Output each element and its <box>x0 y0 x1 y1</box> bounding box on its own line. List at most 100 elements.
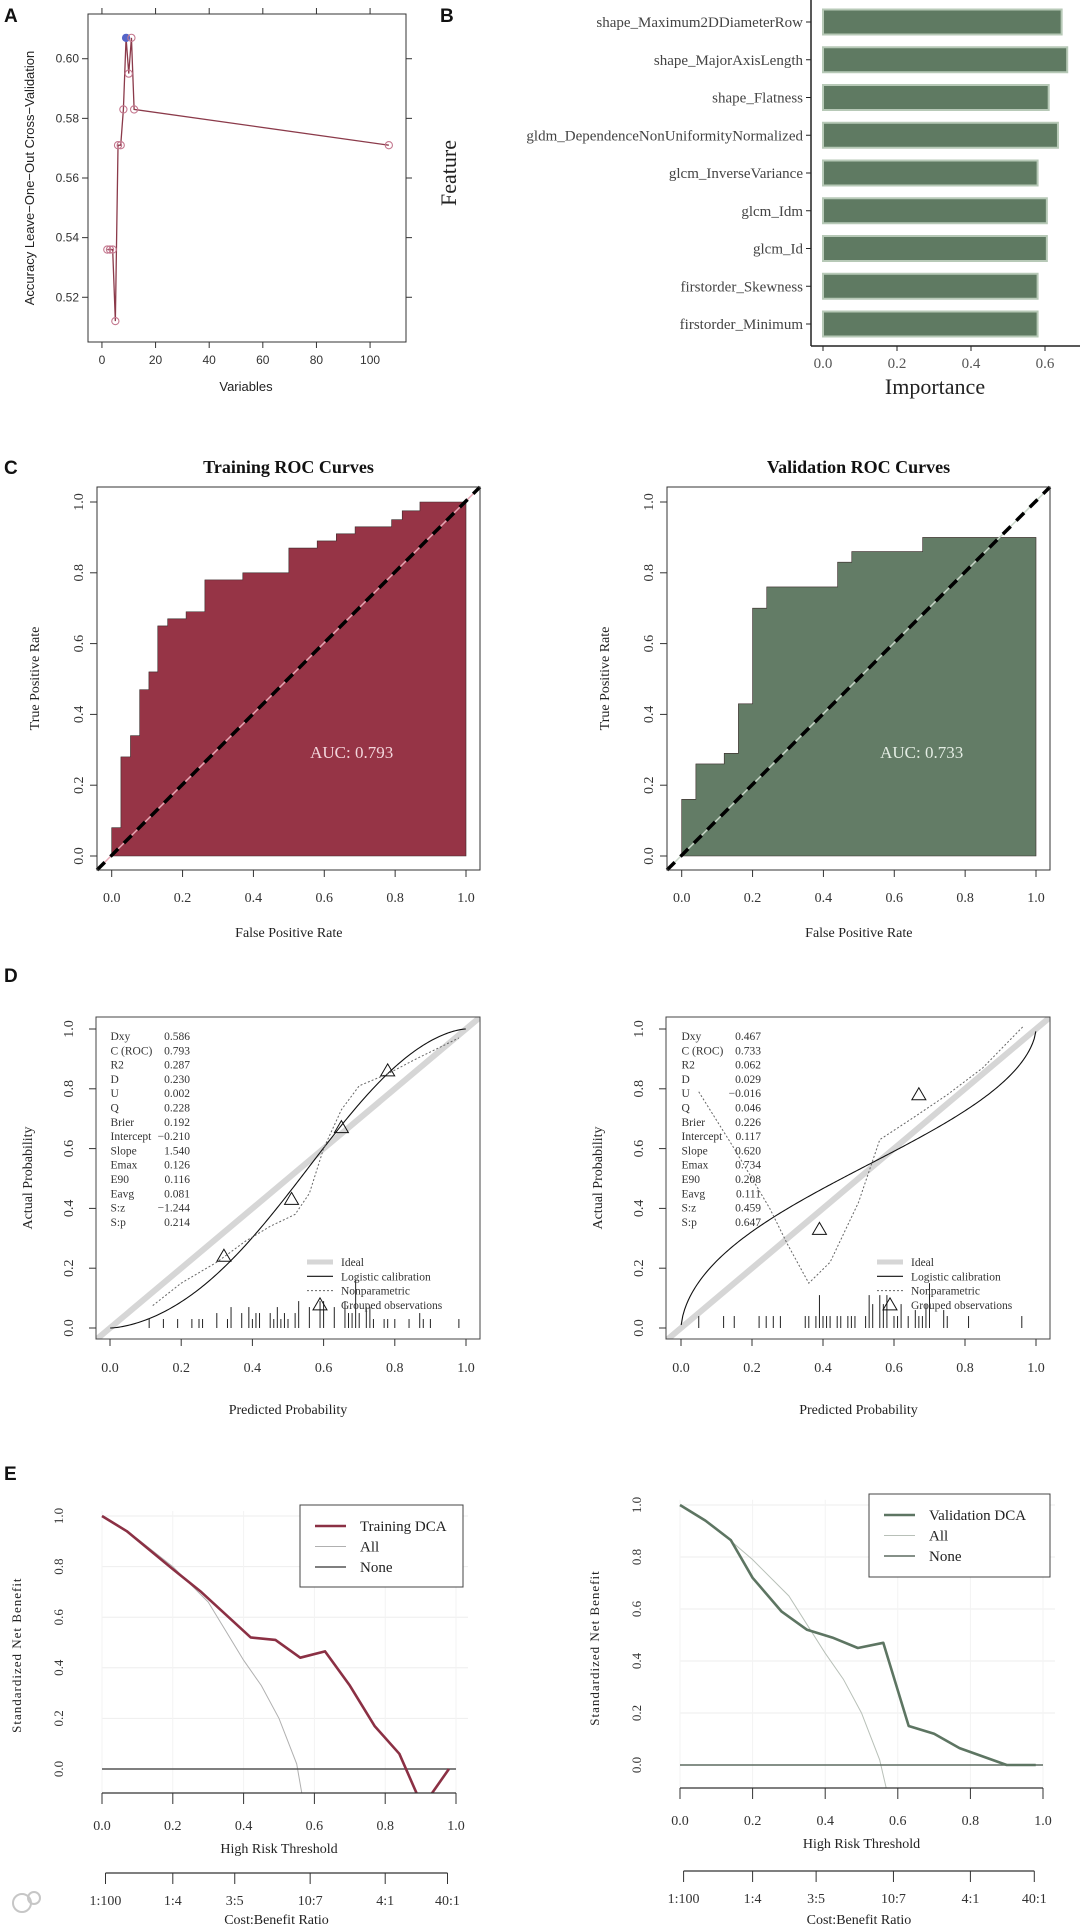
data-point <box>119 105 128 114</box>
y-axis-label: Actual Probability <box>21 1126 36 1229</box>
x-tick-label: 0.2 <box>744 1814 762 1829</box>
legend-label: All <box>360 1540 379 1556</box>
y-tick-label: 0.4 <box>72 706 87 724</box>
legend-label: Grouped observations <box>341 1300 443 1312</box>
x-tick-label: 60 <box>256 353 270 367</box>
y-tick-label: 0.2 <box>632 1259 647 1277</box>
legend-label: Logistic calibration <box>341 1271 431 1283</box>
y-tick-label: 0.6 <box>62 1140 77 1158</box>
ideal-line <box>96 1017 480 1339</box>
cost-tick-label: 1:100 <box>668 1892 700 1907</box>
x-tick-label: 0.8 <box>956 891 974 906</box>
x-tick-label: 0.8 <box>962 1814 980 1829</box>
legend-label: Nonparametric <box>341 1286 410 1298</box>
data-point <box>384 141 393 150</box>
stat-name: S:p <box>111 1217 127 1229</box>
y-tick-label: 0.8 <box>62 1080 77 1098</box>
legend-label: None <box>929 1549 962 1565</box>
y-tick-label: 1.0 <box>632 1020 647 1038</box>
grouped-observation-triangle <box>882 1296 898 1311</box>
stat-name: Brier <box>682 1117 706 1129</box>
training-dca-chart: 0.0 0.0 0.2 0.2 0.4 0.4 0.6 0.6 0.8 0.8 1.0 1.0 High… <box>9 1504 468 1928</box>
stat-value: 1.540 <box>164 1145 190 1157</box>
nonparametric-curve <box>698 1025 1024 1284</box>
stat-value: 0.081 <box>164 1188 190 1200</box>
grouped-observation-triangle <box>283 1191 300 1205</box>
feature-label: gldm_DependenceNonUniformityNormalized <box>526 128 803 144</box>
x-tick-label: 1.0 <box>457 891 475 906</box>
x-tick-label: 0.8 <box>386 1361 404 1376</box>
stat-value: 0.192 <box>164 1117 190 1129</box>
model-dca-curve <box>101 1514 450 1793</box>
stat-name: S:z <box>682 1203 697 1215</box>
stat-name: S:p <box>682 1217 698 1229</box>
x-axis-label: Importance <box>885 374 985 399</box>
validation-calibration-chart: Dxy 0.467 C (ROC) 0.733 R2 0.062 D 0.029 U −0.016… <box>591 1016 1051 1418</box>
stat-value: 0.226 <box>735 1117 761 1129</box>
y-tick-label: 0.6 <box>51 1609 66 1626</box>
stat-value: 0.228 <box>164 1103 190 1115</box>
stat-value: 0.214 <box>164 1217 190 1229</box>
feature-label: shape_MajorAxisLength <box>654 53 804 69</box>
plot-frame <box>666 486 1051 871</box>
chart-title: Validation ROC Curves <box>767 457 950 477</box>
panel-label-C: C <box>4 458 18 479</box>
importance-bar <box>822 46 1069 74</box>
x-tick-label: 40 <box>203 353 217 367</box>
plot-area <box>679 1503 1043 1788</box>
x-tick-label: 0.4 <box>235 1819 253 1834</box>
cost-axis-label: Cost:Benefit Ratio <box>807 1913 912 1928</box>
x-tick-label: 0.8 <box>386 891 404 906</box>
stat-value: 0.287 <box>164 1060 190 1072</box>
plot-area <box>666 1017 1050 1339</box>
y-tick-label: 1.0 <box>642 493 657 511</box>
x-tick-label: 0.0 <box>103 891 121 906</box>
y-tick-label: 0.0 <box>72 847 87 865</box>
data-point <box>105 245 115 254</box>
y-tick-label: 0.56 <box>56 171 80 185</box>
y-tick-label: 0.8 <box>51 1558 66 1574</box>
y-tick-label: 0.2 <box>62 1259 77 1277</box>
stat-name: Emax <box>111 1160 138 1172</box>
x-axis-label: Predicted Probability <box>799 1403 918 1418</box>
cost-tick-label: 1:100 <box>90 1894 122 1909</box>
accuracy-line <box>107 37 389 322</box>
logistic-calibration-curve <box>680 1031 1037 1326</box>
x-tick-label: 0.4 <box>245 891 263 906</box>
stat-value: −1.244 <box>158 1203 191 1215</box>
x-tick-label: 1.0 <box>1027 891 1045 906</box>
y-tick-label: 0.8 <box>642 564 657 582</box>
plot-area <box>96 1017 480 1339</box>
y-tick-label: 0.2 <box>629 1705 644 1721</box>
auc-label: AUC: 0.733 <box>880 743 963 762</box>
stat-name: Eavg <box>682 1188 706 1200</box>
watermark-logo <box>12 1891 41 1913</box>
y-tick-label: 0.6 <box>632 1140 647 1158</box>
stat-value: −0.016 <box>729 1088 762 1100</box>
validation-dca-chart: 0.0 0.0 0.2 0.2 0.4 0.4 0.6 0.6 0.8 0.8 1.0 1.0 High… <box>587 1493 1055 1928</box>
plot-frame <box>665 1016 1051 1340</box>
x-tick-label: 0.6 <box>306 1819 324 1834</box>
chance-line <box>665 485 1052 872</box>
stat-name: D <box>682 1074 690 1086</box>
data-point <box>127 33 136 43</box>
x-tick-label: 1.0 <box>447 1819 465 1834</box>
x-tick-label: 0.2 <box>744 891 762 906</box>
stat-value: 0.733 <box>735 1045 761 1057</box>
cost-tick-label: 3:5 <box>226 1894 244 1909</box>
stat-name: Slope <box>111 1145 137 1157</box>
logistic-calibration-curve <box>110 1028 466 1329</box>
x-axis-label: Predicted Probability <box>229 1403 348 1418</box>
panel-label-A: A <box>4 6 18 27</box>
feature-label: glcm_Id <box>753 242 803 258</box>
stat-value: 0.647 <box>735 1217 761 1229</box>
grouped-observation-triangle <box>216 1248 232 1262</box>
x-tick-label: 0.6 <box>889 1814 907 1829</box>
legend-label: Ideal <box>341 1257 364 1269</box>
grouped-observation-triangle <box>333 1119 350 1134</box>
x-tick-label: 0.0 <box>814 356 833 372</box>
y-tick-label: 0.58 <box>56 111 80 125</box>
treat-all-curve <box>101 1515 303 1793</box>
cost-tick-label: 3:5 <box>807 1892 825 1907</box>
